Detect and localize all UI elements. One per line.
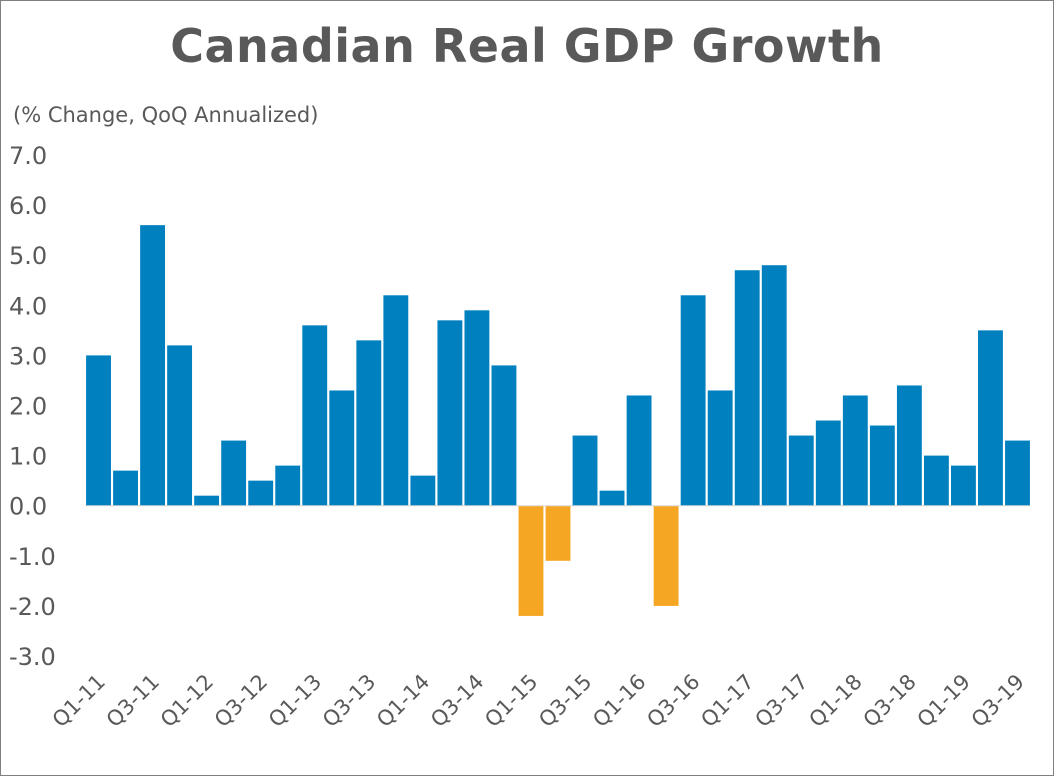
- x-tick-label: Q1-17: [696, 670, 758, 732]
- bar-q2-12: [221, 440, 247, 506]
- x-tick-label: Q3-19: [967, 670, 1029, 732]
- x-tick-label: Q3-11: [102, 670, 164, 732]
- y-tick-label: -2.0: [9, 593, 56, 621]
- bar-q1-18: [842, 395, 868, 506]
- bar-q3-18: [896, 385, 922, 506]
- x-tick-label: Q1-12: [156, 670, 218, 732]
- bar-q2-14: [437, 320, 463, 506]
- bar-q2-11: [113, 470, 138, 506]
- bar-q3-11: [140, 225, 166, 506]
- bar-q4-18: [923, 455, 949, 506]
- bar-q2-13: [329, 390, 355, 506]
- y-tick-label: 1.0: [9, 443, 47, 471]
- bar-q3-14: [464, 310, 490, 506]
- bar-q3-12: [248, 480, 274, 506]
- x-tick-label: Q3-16: [642, 670, 704, 732]
- y-tick-label: 4.0: [9, 292, 47, 320]
- x-tick-label: Q1-14: [372, 670, 434, 732]
- x-tick-label: Q3-14: [426, 670, 488, 732]
- y-tick-label: -1.0: [9, 543, 56, 571]
- x-tick-label: Q1-15: [480, 670, 542, 732]
- bar-q4-12: [275, 465, 301, 506]
- bar-q1-15: [518, 505, 544, 616]
- bar-q4-11: [167, 345, 193, 506]
- bar-q1-12: [194, 495, 220, 506]
- y-tick-label: 7.0: [9, 142, 47, 170]
- bar-q4-16: [707, 390, 733, 506]
- x-tick-label: Q1-18: [804, 670, 866, 732]
- bar-q1-17: [734, 270, 760, 506]
- x-tick-label: Q1-19: [913, 670, 975, 732]
- bar-q2-15: [545, 505, 571, 561]
- chart-subtitle: (% Change, QoQ Annualized): [13, 103, 319, 127]
- bar-q3-16: [680, 295, 706, 506]
- y-tick-label: 5.0: [9, 242, 47, 270]
- y-tick-label: 2.0: [9, 393, 47, 421]
- x-tick-label: Q1-11: [48, 670, 110, 732]
- bar-q1-16: [626, 395, 652, 506]
- y-tick-label: 3.0: [9, 342, 47, 370]
- bar-q1-14: [410, 475, 436, 506]
- y-tick-label: -3.0: [9, 643, 56, 671]
- x-tick-label: Q3-17: [750, 670, 812, 732]
- bar-q2-19: [978, 330, 1003, 506]
- x-tick-label: Q3-18: [859, 670, 921, 732]
- bar-q3-19: [1005, 440, 1030, 506]
- bar-q3-13: [356, 340, 382, 506]
- x-tick-label: Q3-15: [534, 670, 596, 732]
- bar-q4-13: [383, 295, 409, 506]
- bar-q1-19: [951, 465, 976, 506]
- y-tick-label: 6.0: [9, 192, 47, 220]
- chart-title: Canadian Real GDP Growth: [170, 19, 884, 73]
- bar-q4-17: [815, 420, 841, 506]
- bar-q3-17: [788, 435, 814, 506]
- bar-q1-11: [86, 355, 111, 506]
- x-tick-label: Q3-12: [210, 670, 272, 732]
- x-tick-label: Q1-13: [264, 670, 326, 732]
- bar-q2-16: [653, 505, 679, 606]
- y-tick-label: 0.0: [9, 493, 47, 521]
- bar-q4-14: [491, 365, 517, 506]
- bar-q4-15: [599, 490, 625, 506]
- x-tick-label: Q3-13: [318, 670, 380, 732]
- bar-q3-15: [572, 435, 598, 506]
- bar-q2-17: [761, 265, 787, 506]
- x-tick-label: Q1-16: [588, 670, 650, 732]
- bar-q2-18: [869, 425, 895, 506]
- bar-q1-13: [302, 325, 328, 506]
